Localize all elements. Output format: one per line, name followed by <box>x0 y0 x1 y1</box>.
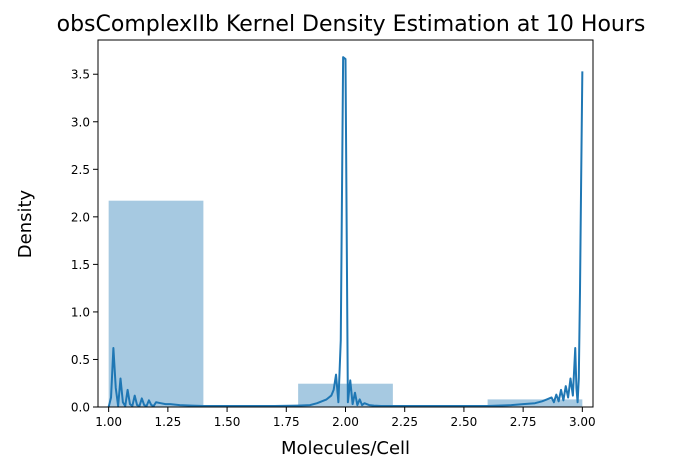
y-axis: 0.0 0.5 1.0 1.5 2.0 2.5 3.0 3.5 <box>71 68 98 415</box>
y-tick-label-1: 0.5 <box>71 353 90 367</box>
x-tick-label-0: 1.00 <box>95 415 122 429</box>
y-tick-label-7: 3.5 <box>71 68 90 82</box>
histogram-bars <box>108 200 583 407</box>
y-axis-label: Density <box>15 189 36 258</box>
x-tick-label-4: 2.00 <box>332 415 359 429</box>
x-tick-label-3: 1.75 <box>273 415 300 429</box>
kde-line-layer <box>107 56 584 408</box>
kde-line <box>107 56 584 408</box>
x-tick-label-6: 2.50 <box>451 415 478 429</box>
y-tick-label-6: 3.0 <box>71 115 90 129</box>
y-tick-label-4: 2.0 <box>71 210 90 224</box>
x-axis-label: Molecules/Cell <box>281 438 410 459</box>
y-tick-label-2: 1.0 <box>71 305 90 319</box>
x-tick-label-5: 2.25 <box>391 415 418 429</box>
y-tick-label-0: 0.0 <box>71 401 90 415</box>
x-tick-label-7: 2.75 <box>510 415 537 429</box>
y-tick-label-3: 1.5 <box>71 258 90 272</box>
y-tick-label-5: 2.5 <box>71 163 90 177</box>
chart-title: obsComplexIIb Kernel Density Estimation … <box>57 12 646 37</box>
histogram-bar-0 <box>108 200 204 407</box>
x-tick-label-8: 3.00 <box>569 415 596 429</box>
x-tick-label-1: 1.25 <box>155 415 182 429</box>
x-tick-label-2: 1.50 <box>214 415 241 429</box>
x-axis: 1.00 1.25 1.50 1.75 2.00 2.25 2.50 2.75 3.00 <box>95 407 596 429</box>
